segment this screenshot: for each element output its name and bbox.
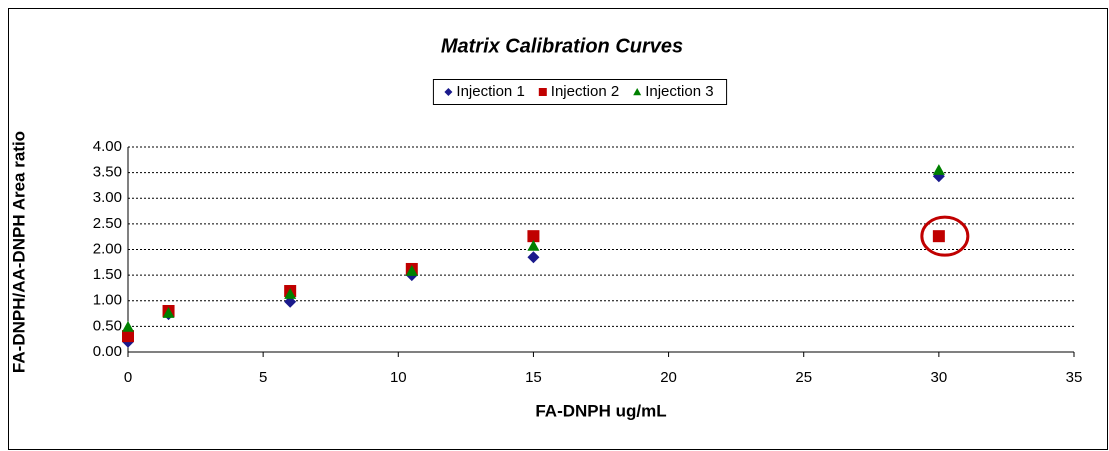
x-tick-label: 15 — [525, 369, 542, 386]
y-tick-label: 1.00 — [93, 292, 122, 309]
x-tick-label: 30 — [931, 369, 948, 386]
x-tick-label: 35 — [1066, 369, 1083, 386]
data-point — [932, 164, 945, 175]
y-tick-label: 0.00 — [93, 343, 122, 360]
legend-label: Injection 2 — [551, 83, 619, 100]
y-tick-label: 2.50 — [93, 215, 122, 232]
data-point — [122, 330, 134, 343]
legend-marker — [444, 88, 453, 96]
data-point — [284, 288, 297, 299]
data-point — [405, 265, 418, 276]
chart-title: Matrix Calibration Curves — [441, 35, 683, 57]
y-tick-label: 2.00 — [93, 240, 122, 257]
y-axis-label: FA-DNPH/AA-DNPH Area ratio — [9, 131, 28, 373]
highlight-circle — [920, 215, 970, 257]
x-tick-label: 5 — [259, 369, 267, 386]
y-tick-label: 4.00 — [93, 138, 122, 155]
data-point — [162, 307, 175, 318]
data-point — [527, 230, 540, 243]
x-tick-label: 25 — [795, 369, 812, 386]
data-point — [122, 320, 134, 332]
data-point — [527, 251, 540, 264]
x-axis-label: FA-DNPH ug/mL — [535, 401, 666, 420]
legend: Injection 1 Injection 2 Injection 3 — [432, 79, 728, 105]
legend-marker — [538, 88, 547, 96]
data-point — [527, 239, 540, 251]
y-tick-label: 3.50 — [93, 164, 122, 181]
legend-label: Injection 3 — [645, 83, 713, 100]
data-point — [932, 230, 945, 243]
y-tick-label: 0.50 — [93, 317, 122, 334]
x-tick-label: 10 — [390, 369, 407, 386]
y-tick-label: 1.50 — [93, 266, 122, 283]
legend-box — [432, 79, 728, 105]
x-tick-label: 0 — [124, 369, 132, 386]
x-tick-label: 20 — [660, 369, 677, 386]
legend-label: Injection 1 — [456, 83, 524, 100]
y-tick-label: 3.00 — [93, 189, 122, 206]
legend-marker — [633, 88, 642, 96]
